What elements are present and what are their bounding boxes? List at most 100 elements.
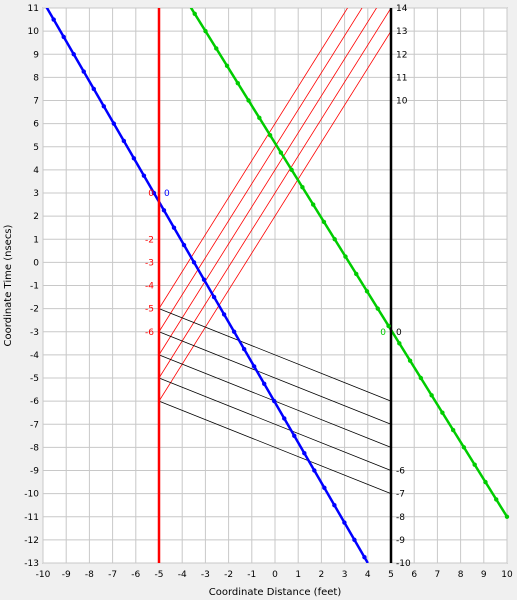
blue-tick-dot bbox=[51, 17, 56, 22]
blue-tick-dot bbox=[231, 329, 237, 334]
blue-tick-dot bbox=[241, 346, 247, 352]
point-label: -4 bbox=[145, 282, 154, 292]
y-tick-label: -2 bbox=[30, 305, 39, 315]
blue-tick-dot bbox=[282, 416, 287, 421]
blue-tick-dot bbox=[111, 121, 117, 126]
point-label: 0 bbox=[148, 189, 154, 199]
blue-tick-dot bbox=[221, 312, 227, 317]
blue-tick-dot bbox=[191, 260, 197, 265]
x-tick-label: -7 bbox=[108, 570, 117, 580]
y-tick-label: -5 bbox=[30, 374, 39, 384]
y-tick-label: 3 bbox=[33, 189, 39, 199]
y-tick-label: -6 bbox=[30, 397, 39, 407]
point-label: 12 bbox=[396, 50, 407, 60]
chart-dots bbox=[51, 11, 510, 560]
green-tick-dot bbox=[397, 341, 402, 346]
point-label: 10 bbox=[396, 97, 408, 107]
y-tick-label: -11 bbox=[24, 513, 39, 523]
blue-tick-dot bbox=[352, 537, 357, 543]
tick-labels: -10 -9 -8 -7 -6 -5 -4 -3 -2 -1 0 1 2 3 4 5 6 7 8 9 101110987… bbox=[24, 4, 513, 580]
point-label: -2 bbox=[145, 235, 154, 245]
green-tick-dot bbox=[278, 150, 284, 155]
blue-tick-dot bbox=[211, 294, 217, 300]
blue-tick-dot bbox=[81, 69, 86, 74]
green-tick-dot bbox=[310, 202, 316, 207]
blue-tick-dot bbox=[171, 225, 177, 230]
y-tick-label: -4 bbox=[30, 351, 39, 361]
point-label: 0 bbox=[380, 328, 386, 338]
green-tick-dot bbox=[494, 497, 499, 502]
black-light-ray bbox=[158, 377, 392, 471]
blue-tick-dot bbox=[272, 398, 277, 404]
blue-tick-dot bbox=[121, 138, 127, 144]
blue-tick-dot bbox=[101, 104, 107, 109]
x-tick-label: 9 bbox=[481, 570, 487, 580]
y-tick-label: 5 bbox=[33, 143, 39, 153]
green-tick-dot bbox=[440, 410, 445, 415]
point-label: -7 bbox=[396, 490, 405, 500]
green-tick-dot bbox=[257, 115, 262, 121]
point-label: -5 bbox=[145, 305, 154, 315]
y-tick-label: -1 bbox=[30, 282, 39, 292]
point-label: 14 bbox=[396, 4, 408, 14]
x-tick-label: 2 bbox=[319, 570, 325, 580]
point-label: -10 bbox=[396, 559, 411, 569]
blue-tick-dot bbox=[201, 277, 207, 282]
x-tick-label: 8 bbox=[458, 570, 464, 580]
blue-tick-dot bbox=[141, 173, 147, 178]
blue-tick-dot bbox=[181, 242, 187, 248]
green-tick-dot bbox=[364, 289, 370, 294]
green-tick-dot bbox=[461, 445, 467, 450]
green-tick-dot bbox=[504, 514, 510, 519]
blue-tick-dot bbox=[161, 208, 167, 213]
x-tick-label: -6 bbox=[131, 570, 140, 580]
point-label: -8 bbox=[396, 513, 405, 523]
black-light-ray bbox=[158, 331, 392, 425]
x-tick-label: -9 bbox=[62, 570, 71, 580]
green-tick-dot bbox=[354, 271, 359, 277]
y-tick-label: 1 bbox=[33, 235, 39, 245]
blue-tick-dot bbox=[251, 364, 257, 369]
x-tick-label: 7 bbox=[435, 570, 441, 580]
red-light-ray bbox=[158, 30, 392, 402]
green-tick-dot bbox=[300, 185, 305, 190]
y-tick-label: -9 bbox=[30, 467, 39, 477]
blue-tick-dot bbox=[292, 433, 297, 439]
blue-tick-dot bbox=[362, 555, 367, 560]
y-tick-label: 4 bbox=[33, 166, 39, 176]
y-tick-label: 8 bbox=[33, 73, 39, 83]
blue-tick-dot bbox=[91, 86, 96, 92]
x-tick-label: 10 bbox=[501, 570, 513, 580]
green-tick-dot bbox=[246, 98, 251, 103]
x-tick-label: -1 bbox=[247, 570, 256, 580]
blue-tick-dot bbox=[262, 381, 267, 386]
x-tick-label: -4 bbox=[178, 570, 187, 580]
blue-tick-dot bbox=[131, 156, 137, 161]
green-tick-dot bbox=[343, 254, 348, 259]
blue-tick-dot bbox=[151, 190, 157, 196]
x-axis-title: Coordinate Distance (feet) bbox=[209, 587, 342, 598]
green-tick-dot bbox=[429, 393, 434, 398]
y-tick-label: 0 bbox=[33, 258, 39, 268]
green-tick-dot bbox=[203, 28, 208, 34]
blue-tick-dot bbox=[61, 34, 66, 40]
point-label: 0 bbox=[396, 328, 402, 338]
blue-tick-dot bbox=[71, 52, 76, 57]
green-tick-dot bbox=[192, 11, 197, 16]
green-tick-dot bbox=[407, 358, 413, 363]
green-tick-dot bbox=[224, 63, 230, 69]
point-label: -3 bbox=[145, 258, 154, 268]
red-light-ray bbox=[158, 8, 348, 309]
y-tick-label: 2 bbox=[33, 212, 39, 222]
x-tick-label: -2 bbox=[224, 570, 233, 580]
blue-tick-dot bbox=[302, 450, 307, 456]
green-tick-dot bbox=[386, 323, 391, 329]
blue-tick-dot bbox=[332, 502, 337, 508]
point-label: 0 bbox=[164, 189, 170, 199]
point-label: -9 bbox=[396, 536, 405, 546]
blue-tick-dot bbox=[322, 485, 327, 491]
point-label: -6 bbox=[145, 328, 154, 338]
green-tick-dot bbox=[483, 479, 488, 485]
y-tick-label: -13 bbox=[24, 559, 39, 569]
